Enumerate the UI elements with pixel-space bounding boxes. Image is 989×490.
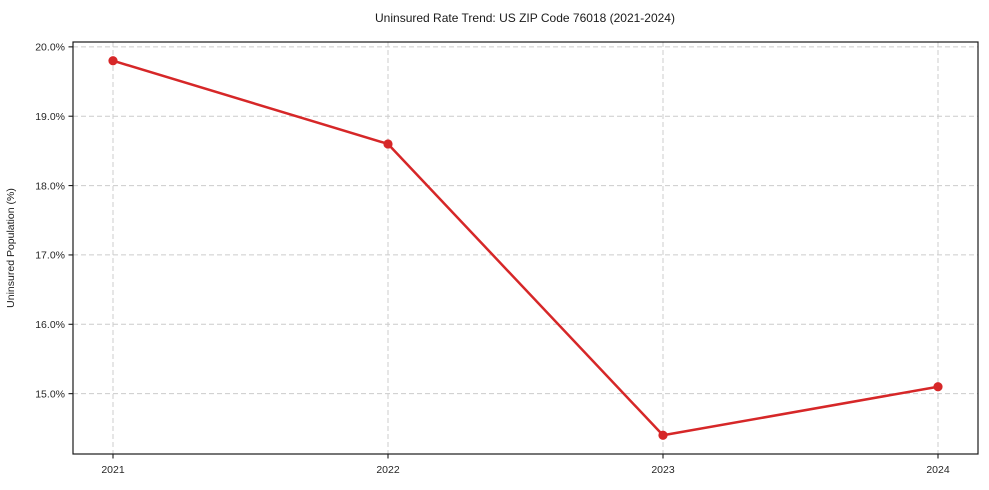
x-tick-label: 2022 — [376, 464, 400, 476]
data-point-marker — [108, 56, 118, 66]
y-tick-label: 19.0% — [35, 111, 65, 123]
plot-border-layer — [72, 41, 979, 455]
gridlines — [73, 42, 978, 454]
plot-border — [72, 41, 979, 455]
chart-title: Uninsured Rate Trend: US ZIP Code 76018 … — [375, 11, 675, 25]
y-tick-label: 18.0% — [35, 180, 65, 192]
axis-ticks: 15.0% 16.0% 17.0% 18.0% 19.0% 20.0% 2021 2022 20… — [35, 42, 950, 476]
x-tick-label: 2023 — [651, 464, 675, 476]
y-tick-label: 15.0% — [35, 388, 65, 400]
y-tick-label: 17.0% — [35, 250, 65, 262]
trend-line — [111, 59, 940, 437]
data-point-marker — [658, 430, 668, 440]
x-tick-label: 2024 — [926, 464, 950, 476]
y-axis-label: Uninsured Population (%) — [5, 188, 17, 308]
data-point-marker — [383, 139, 393, 149]
data-point-marker — [933, 382, 943, 392]
y-tick-label: 20.0% — [35, 42, 65, 54]
y-tick-label: 16.0% — [35, 319, 65, 331]
x-tick-label: 2021 — [101, 464, 125, 476]
data-series — [108, 56, 943, 440]
